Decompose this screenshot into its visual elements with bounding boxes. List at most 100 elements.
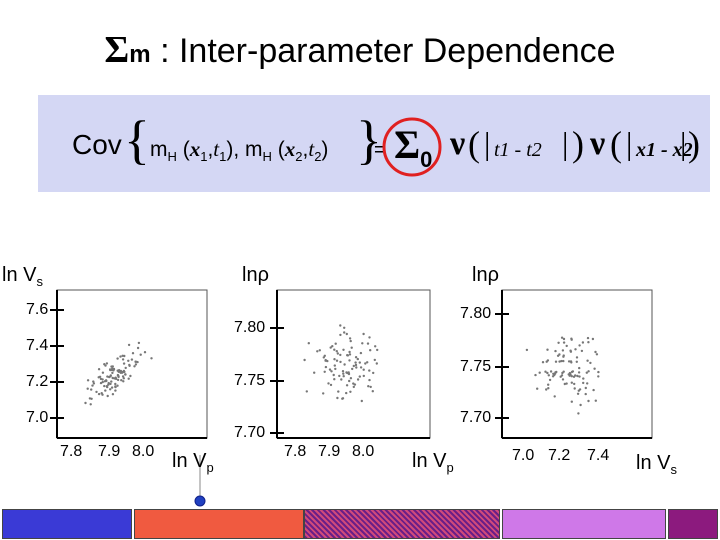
plot-3-points (525, 336, 600, 415)
scatter-point (345, 384, 349, 387)
scatter-point (330, 370, 333, 373)
scatter-point (569, 350, 573, 353)
scatter-point (359, 351, 363, 355)
scatter-point (558, 360, 561, 363)
scatter-point (95, 390, 98, 394)
scatter-point (345, 391, 348, 395)
scatter-point (575, 356, 579, 359)
nu-symbol-2: ν (590, 125, 606, 162)
footer-bar-purple-pattern (304, 509, 500, 539)
scatter-point (348, 337, 352, 340)
scatter-point (591, 337, 595, 341)
scatter-point (571, 370, 575, 373)
scatter-point (116, 357, 119, 360)
footer-bar-violet (502, 509, 666, 539)
scatter-point (351, 367, 354, 371)
scatter-point (329, 346, 332, 349)
scatter-point (119, 355, 122, 358)
scatter-point (305, 390, 308, 393)
scatter-point (90, 388, 93, 391)
scatter-point (110, 386, 114, 389)
scatter-point (362, 374, 365, 378)
plot-3-ytick-label: 7.70 (460, 409, 492, 426)
scatter-point (90, 397, 93, 400)
scatter-point (548, 378, 552, 382)
scatter-point (342, 348, 345, 351)
scatter-point (578, 344, 581, 347)
scatter-point (553, 395, 556, 398)
plot-3-xtick-label: 7.4 (587, 447, 610, 464)
plot-3-ylabel: lnρ (472, 264, 499, 286)
equals-sign: = (374, 139, 386, 161)
scatter-point (92, 380, 95, 383)
scatter-point (349, 390, 352, 393)
time-diff-paren-close: ) (572, 124, 584, 164)
scatter-point (581, 341, 585, 344)
scatter-point (546, 371, 549, 375)
equation-box (38, 95, 710, 192)
scatter-point (355, 366, 358, 369)
scatter-point (122, 380, 125, 383)
scatter-point (134, 363, 138, 366)
plot-1-xlabel-text: ln V (172, 450, 207, 472)
scatter-point (589, 361, 592, 365)
scatter-point (111, 365, 115, 368)
scatter-point (104, 379, 108, 382)
scatter-point (116, 384, 119, 387)
scatter-point (338, 374, 341, 378)
scatter-point (579, 403, 582, 407)
x-subscript-1: 1 (200, 149, 208, 165)
sigma-subscript: 0 (420, 147, 433, 172)
scatter-point (356, 378, 360, 381)
scatter-point (362, 368, 365, 371)
scatter-point (131, 352, 135, 355)
scatter-point (570, 400, 573, 403)
plot-2-frame (276, 289, 431, 439)
scatter-point (349, 339, 352, 343)
scatter-point (336, 352, 339, 355)
scatter-point (368, 378, 371, 382)
right-brace: } (356, 110, 382, 170)
scatter-point (582, 381, 585, 385)
scatter-point (577, 371, 581, 374)
scatter-point (324, 365, 328, 369)
scatter-point (594, 350, 597, 354)
scatter-point (586, 359, 589, 362)
scatter-point (565, 382, 568, 385)
plot-2-ytick-label: 7.80 (234, 319, 266, 336)
scatter-point (343, 326, 346, 329)
scatter-point (562, 370, 565, 373)
scatter-point (350, 346, 353, 349)
scatter-point (364, 362, 367, 365)
scatter-point (333, 364, 336, 367)
scatter-point (525, 348, 529, 352)
scatter-point (593, 367, 596, 370)
scatter-point (136, 360, 139, 364)
scatter-point (116, 373, 120, 377)
scatter-point (568, 371, 572, 375)
time-diff-text: t1 - t2 (494, 139, 542, 161)
scatter-point (327, 382, 330, 385)
scatter-point (109, 388, 112, 391)
scatter-point (86, 387, 89, 390)
plot-2-points (303, 324, 379, 403)
scatter-point (318, 349, 321, 352)
scatter-point (332, 373, 335, 377)
scatter-point (343, 331, 346, 334)
scatter-point (328, 368, 332, 371)
scatter-point (316, 350, 319, 353)
scatter-point (353, 383, 357, 386)
plot-2-ylabel: lnρ (242, 264, 269, 286)
scatter-point (303, 358, 306, 362)
scatter-point (99, 381, 103, 385)
scatter-point (586, 382, 589, 385)
space-diff-paren-close: ) (688, 124, 700, 164)
time-diff-bar-right: | (562, 125, 569, 161)
scatter-point (568, 374, 571, 377)
scatter-point (576, 374, 579, 378)
scatter-point (110, 380, 113, 383)
sigma-zero: Σ0 (394, 121, 432, 173)
scatter-point (343, 363, 346, 366)
time-difference: t1 - t2 (494, 139, 542, 162)
scatter-point (127, 343, 131, 347)
